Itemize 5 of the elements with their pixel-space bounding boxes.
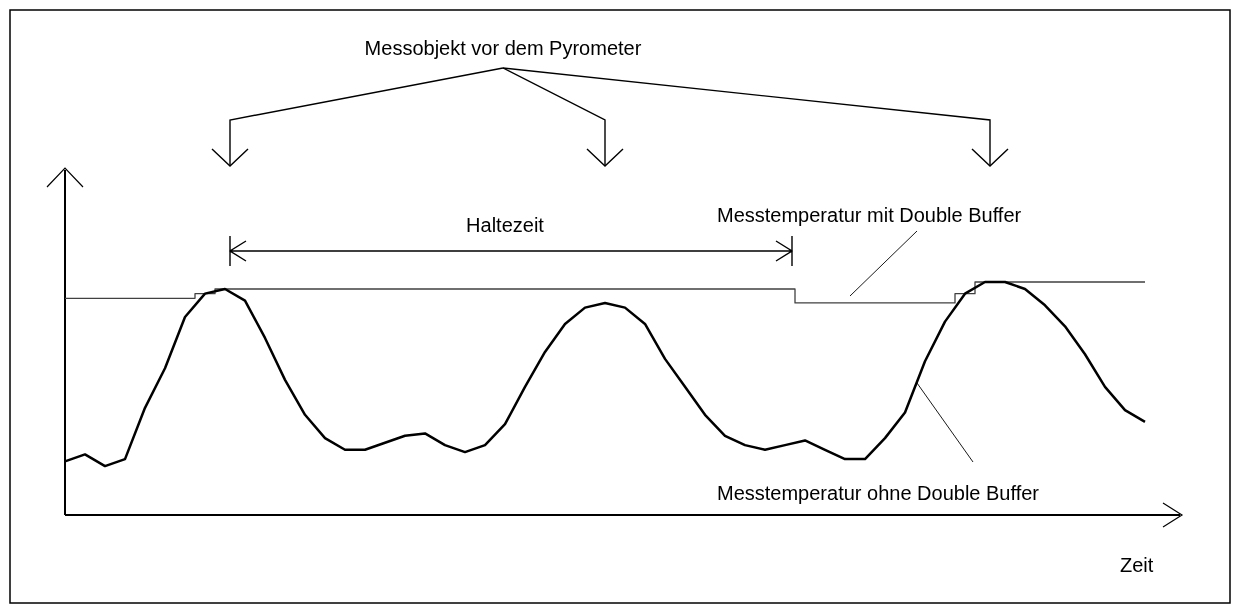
text: Messtemperatur mit Double Buffer xyxy=(717,204,1022,226)
text: Haltezeit xyxy=(466,214,545,236)
series-label: Messtemperatur ohne Double Buffer xyxy=(717,482,1040,504)
x-axis-title: Zeit xyxy=(1120,554,1154,576)
text: Messobjekt vor dem Pyrometer xyxy=(364,37,642,59)
